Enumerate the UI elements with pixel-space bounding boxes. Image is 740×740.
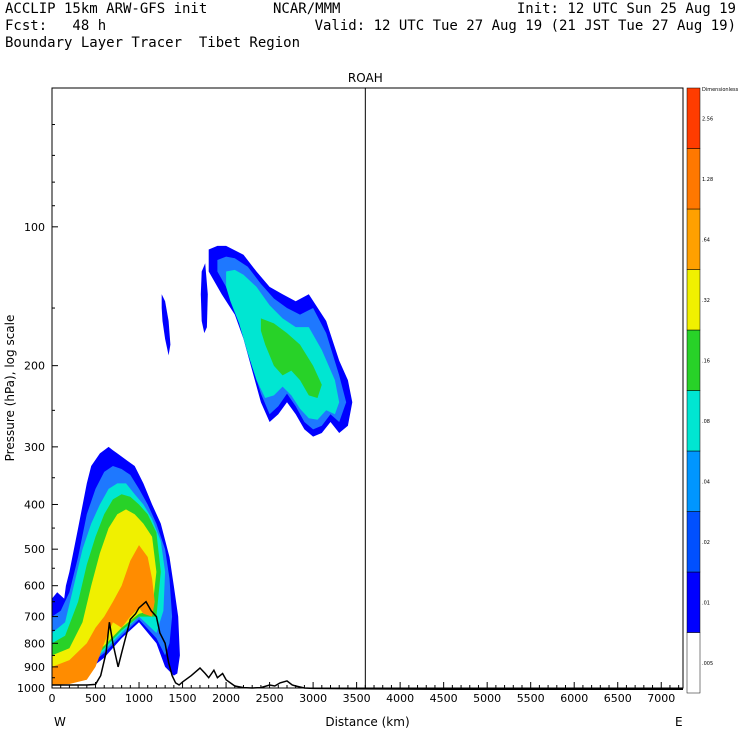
colorbar-label-3: .04: [702, 479, 710, 485]
y-tick-label-200: 200: [24, 360, 45, 373]
x-tick-label-1000: 1000: [125, 692, 153, 705]
y-tick-label-700: 700: [24, 611, 45, 624]
y-axis-label: Pressure (hPa), log scale: [3, 315, 17, 462]
x-tick-label-1500: 1500: [169, 692, 197, 705]
y-tick-label-900: 900: [24, 661, 45, 674]
x-axis-label: Distance (km): [325, 715, 409, 729]
terrain-profile: [52, 600, 683, 690]
colorbar-label-1: .01: [702, 600, 710, 606]
x-tick-label-4000: 4000: [386, 692, 414, 705]
x-axis: 0 500 1000 1500 2000 2500 3000 3500 4000 4500 5000…: [49, 682, 680, 705]
colorbar-label-9: 2.56: [702, 116, 713, 122]
colorbar-swatch-6: [686, 269, 701, 331]
upper-tropospheric-plume-level-3: [260, 318, 322, 398]
colorbar-label-8: 1.28: [702, 177, 713, 183]
colorbar-swatch-2: [686, 511, 701, 573]
header-model: ACCLIP 15km ARW-GFS init: [5, 1, 208, 17]
y-tick-label-300: 300: [24, 441, 45, 454]
terrain-line: [52, 600, 683, 690]
colorbar-swatch-3: [686, 450, 701, 512]
colorbar-swatch-9: [686, 87, 701, 149]
y-axis: 100 200 300 400 500 600 700 800 900 1000: [17, 124, 58, 695]
x-tick-label-2500: 2500: [256, 692, 284, 705]
upper-tropospheric-plume-level-5: [200, 263, 208, 334]
colorbar-label-7: .64: [702, 237, 710, 243]
colorbar-header: Dimensionless: [702, 87, 739, 93]
colorbar-swatch-5: [686, 329, 701, 391]
x-tick-label-2000: 2000: [212, 692, 240, 705]
colorbar-label-4: .08: [702, 419, 710, 425]
east-end-label: E: [675, 715, 683, 729]
x-tick-label-500: 500: [85, 692, 106, 705]
x-tick-label-6000: 6000: [560, 692, 588, 705]
y-tick-label-100: 100: [24, 221, 45, 234]
header-institution: NCAR/MMM: [273, 1, 341, 17]
colorbar-swatch-4: [686, 390, 701, 452]
header-valid-time: Valid: 12 UTC Tue 27 Aug 19 (21 JST Tue …: [314, 18, 736, 34]
y-tick-label-800: 800: [24, 637, 45, 650]
colorbar-swatch-8: [686, 148, 701, 210]
plot-frame: [51, 87, 684, 689]
y-tick-label-500: 500: [24, 543, 45, 556]
tracer-contours: [52, 245, 353, 685]
y-tick-label-400: 400: [24, 498, 45, 511]
upper-tropospheric-plume-level-4: [161, 294, 171, 356]
colorbar-label-6: .32: [702, 298, 710, 304]
x-tick-label-6500: 6500: [604, 692, 632, 705]
x-tick-label-5000: 5000: [473, 692, 501, 705]
colorbar-swatch-1: [686, 571, 701, 633]
x-tick-label-7000: 7000: [647, 692, 675, 705]
y-tick-label-600: 600: [24, 580, 45, 593]
x-tick-label-5500: 5500: [517, 692, 545, 705]
x-tick-label-0: 0: [49, 692, 56, 705]
west-boundary-layer-level-5: [52, 545, 155, 685]
header-field-description: Boundary Layer Tracer Tibet Region: [5, 35, 301, 51]
x-tick-label-3500: 3500: [343, 692, 371, 705]
x-tick-label-3000: 3000: [299, 692, 327, 705]
west-boundary-layer-level-4: [52, 509, 157, 672]
colorbar-swatch-7: [686, 208, 701, 270]
header-init-time: Init: 12 UTC Sun 25 Aug 19: [516, 1, 736, 17]
header-forecast-hour: Fcst: 48 h: [5, 18, 107, 34]
colorbar-swatch-0: [686, 632, 701, 694]
west-end-label: W: [54, 715, 66, 729]
colorbar-label-2: .02: [702, 540, 710, 546]
y-tick-label-1000: 1000: [17, 682, 45, 695]
colorbar-label-0: .005: [702, 661, 713, 667]
colorbar-label-5: .16: [702, 358, 710, 364]
colorbar: .005 .01 .02 .04 .08 .16 .32 .64 1.28 2.56 Dimensi…: [686, 87, 739, 694]
x-tick-label-4500: 4500: [430, 692, 458, 705]
chart-title: ROAH: [348, 71, 383, 85]
